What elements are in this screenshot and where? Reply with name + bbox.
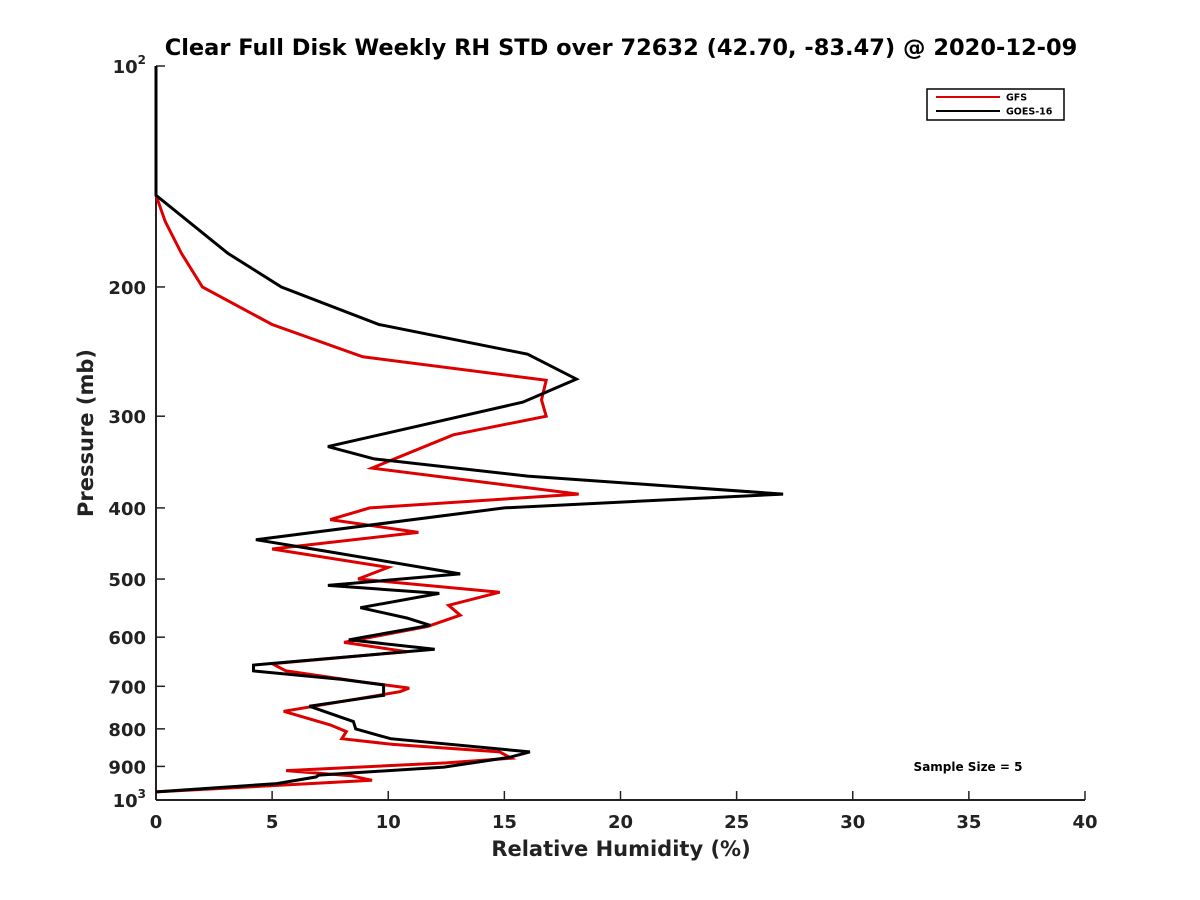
x-axis-label: Relative Humidity (%) <box>491 837 750 861</box>
x-tick-label: 30 <box>840 812 865 833</box>
y-tick-label: 103 <box>113 787 146 812</box>
y-tick-label: 200 <box>108 278 146 299</box>
legend-box <box>926 88 1065 121</box>
x-tick-label: 10 <box>376 812 401 833</box>
y-ticks: 102 200 300 400 500 600 700 800 900 103 <box>108 53 165 812</box>
legend-label-goes16: GOES-16 <box>1006 107 1053 118</box>
x-tick-label: 20 <box>608 812 633 833</box>
series-line-goes16 <box>154 66 784 794</box>
y-axis-label: Pressure (mb) <box>74 349 98 517</box>
x-ticks: 0 5 10 15 20 25 30 35 40 <box>150 791 1098 833</box>
x-tick-label: 25 <box>724 812 749 833</box>
y-tick-label: 900 <box>108 757 146 778</box>
chart-title: Clear Full Disk Weekly RH STD over 72632… <box>165 35 1078 61</box>
legend-label-gfs: GFS <box>1006 93 1027 104</box>
x-tick-label: 5 <box>266 812 279 833</box>
plot-area: 0 5 10 15 20 25 30 35 40 102 200 300 400 500 600 700 80… <box>108 53 1097 833</box>
series-line-gfs <box>154 66 579 794</box>
y-tick-label: 500 <box>108 570 146 591</box>
x-tick-label: 40 <box>1072 812 1097 833</box>
series-lines <box>154 66 784 794</box>
y-tick-label: 102 <box>113 53 146 78</box>
y-tick-label: 700 <box>108 677 146 698</box>
y-tick-label: 300 <box>108 407 146 428</box>
y-tick-label: 600 <box>108 628 146 649</box>
legend: GFS GOES-16 <box>926 88 1065 121</box>
x-tick-label: 35 <box>956 812 981 833</box>
y-tick-label: 800 <box>108 720 146 741</box>
x-tick-label: 0 <box>150 812 163 833</box>
x-tick-label: 15 <box>492 812 517 833</box>
sample-size-annotation: Sample Size = 5 <box>914 760 1023 774</box>
y-tick-label: 400 <box>108 499 146 520</box>
